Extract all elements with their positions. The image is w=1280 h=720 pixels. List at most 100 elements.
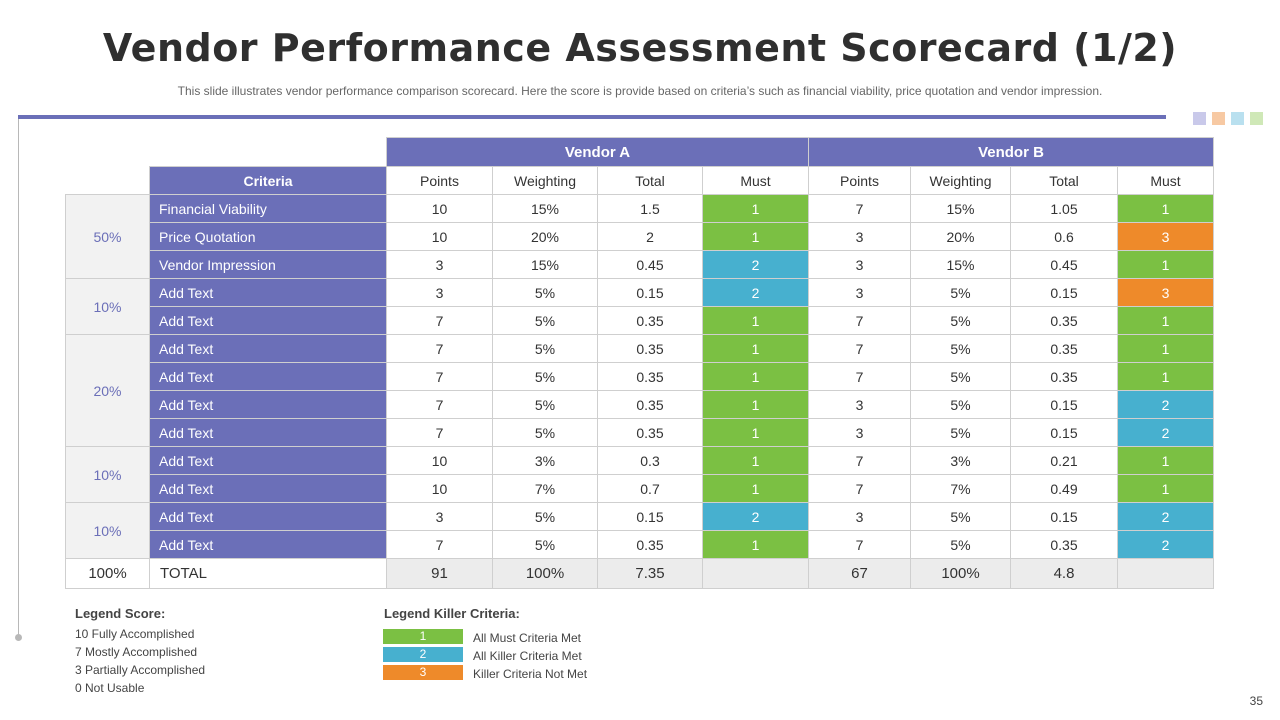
table-row: 10% Add Text 3 5% 0.15 2 3 5% 0.15 2 [65, 502, 1214, 559]
criteria-cell: Add Text [149, 502, 387, 531]
slide-subtitle: This slide illustrates vendor performanc… [177, 84, 1103, 98]
vendor-a-total-cell: 2 [597, 222, 703, 251]
vendor-a-total-cell: 0.35 [597, 362, 703, 391]
vendor-a-weighting-cell: 15% [492, 194, 598, 223]
vendor-b-total-must [1117, 558, 1214, 589]
vendor-a-must-cell: 2 [702, 250, 809, 279]
vendor-b-total-cell: 0.21 [1010, 446, 1118, 475]
vendor-b-total-cell: 0.35 [1010, 334, 1118, 363]
left-line-dot [15, 634, 22, 641]
vendor-a-must-cell: 1 [702, 446, 809, 475]
criteria-header: Criteria [149, 166, 387, 195]
table-row: Add Text 10 7% 0.7 1 7 7% 0.49 1 [66, 474, 1214, 503]
vendor-b-points-cell: 3 [808, 502, 911, 531]
vendor-a-total-total: 7.35 [597, 558, 703, 589]
vendor-b-weighting-cell: 5% [910, 502, 1011, 531]
vendor-a-total-cell: 0.45 [597, 250, 703, 279]
vendor-b-must-cell: 3 [1117, 222, 1214, 251]
vendor-a-points-cell: 10 [386, 194, 493, 223]
vendor-b-header: Vendor B [808, 137, 1214, 167]
vendor-b-points-cell: 3 [808, 222, 911, 251]
legend-score-item: 3 Partially Accomplished [75, 663, 206, 677]
table-row: Price Quotation 10 20% 2 1 3 20% 0.6 3 [66, 222, 1214, 251]
column-header-row: Criteria Points Weighting Total Must Poi… [66, 166, 1214, 195]
decor-square [1212, 112, 1225, 125]
vendor-b-total-cell: 0.15 [1010, 418, 1118, 447]
vendor-b-points-cell: 7 [808, 194, 911, 223]
vendor-a-weighting-cell: 5% [492, 306, 598, 335]
vendor-a-must-cell: 1 [702, 306, 809, 335]
weighting-header-b: Weighting [910, 166, 1011, 195]
total-header-a: Total [597, 166, 703, 195]
page-number: 35 [1249, 694, 1263, 708]
criteria-cell: Add Text [149, 446, 387, 475]
vendor-b-weighting-cell: 3% [910, 446, 1011, 475]
scorecard-table: Vendor A Vendor B Criteria Points Weight… [65, 137, 1214, 589]
table-row: 10% Add Text 10 3% 0.3 1 7 3% 0.21 1 [65, 446, 1214, 503]
legend-score-item: 0 Not Usable [75, 681, 145, 695]
table-row: 50% Financial Viability 10 15% 1.5 1 7 15% 1.05 1 [65, 194, 1214, 279]
legend-score-item: 7 Mostly Accomplished [75, 645, 198, 659]
vendor-a-points-cell: 7 [386, 418, 493, 447]
vendor-a-must-cell: 1 [702, 222, 809, 251]
vendor-b-must-cell: 2 [1117, 530, 1214, 559]
vendor-b-total-total: 4.8 [1010, 558, 1118, 589]
vendor-b-total-cell: 0.15 [1010, 502, 1118, 531]
table-row: Add Text 7 5% 0.35 1 3 5% 0.15 2 [66, 418, 1214, 447]
vendor-a-total-cell: 0.3 [597, 446, 703, 475]
legend-swatch-1: 1 [383, 629, 463, 644]
vendor-b-total-points: 67 [808, 558, 911, 589]
total-row: 100% TOTAL 91 100% 7.35 67 100% 4.8 [65, 558, 1214, 589]
vendor-b-points-cell: 3 [808, 250, 911, 279]
decor-square [1193, 112, 1206, 125]
criteria-cell: Add Text [149, 362, 387, 391]
vendor-b-points-cell: 7 [808, 474, 911, 503]
vendor-header-row: Vendor A Vendor B [66, 137, 1214, 167]
vendor-b-must-cell: 3 [1117, 278, 1214, 307]
group-weight: 20% [65, 334, 150, 447]
vendor-b-points-cell: 3 [808, 418, 911, 447]
vendor-b-weighting-cell: 15% [910, 250, 1011, 279]
total-label: TOTAL [149, 558, 387, 589]
vendor-b-weighting-cell: 5% [910, 390, 1011, 419]
table-row: 20% Add Text 7 5% 0.35 1 7 5% 0.35 1 [65, 334, 1214, 447]
vendor-a-weighting-cell: 15% [492, 250, 598, 279]
group-weight: 50% [65, 194, 150, 279]
legend-swatch-3: 3 [383, 665, 463, 680]
vendor-a-points-cell: 7 [386, 306, 493, 335]
decor-square [1250, 112, 1263, 125]
vendor-b-total-weighting: 100% [910, 558, 1011, 589]
vendor-a-total-points: 91 [386, 558, 493, 589]
vendor-b-total-cell: 0.6 [1010, 222, 1118, 251]
vendor-a-points-cell: 3 [386, 502, 493, 531]
vendor-b-weighting-cell: 5% [910, 334, 1011, 363]
criteria-cell: Add Text [149, 306, 387, 335]
vendor-a-must-cell: 1 [702, 390, 809, 419]
criteria-cell: Add Text [149, 530, 387, 559]
left-vertical-line [18, 119, 19, 637]
vendor-a-points-cell: 3 [386, 278, 493, 307]
vendor-a-points-cell: 3 [386, 250, 493, 279]
vendor-a-weighting-cell: 5% [492, 334, 598, 363]
vendor-a-must-cell: 1 [702, 334, 809, 363]
vendor-b-must-cell: 1 [1117, 362, 1214, 391]
total-weight: 100% [65, 558, 150, 589]
vendor-a-weighting-cell: 5% [492, 390, 598, 419]
legend-killer-label: Killer Criteria Not Met [473, 667, 588, 681]
vendor-a-points-cell: 10 [386, 222, 493, 251]
vendor-b-weighting-cell: 15% [910, 194, 1011, 223]
vendor-a-total-cell: 0.35 [597, 530, 703, 559]
vendor-a-total-cell: 0.15 [597, 278, 703, 307]
criteria-cell: Add Text [149, 418, 387, 447]
vendor-a-total-cell: 0.35 [597, 334, 703, 363]
criteria-cell: Add Text [149, 334, 387, 363]
vendor-b-total-cell: 1.05 [1010, 194, 1118, 223]
vendor-a-weighting-cell: 5% [492, 530, 598, 559]
legend-score-item: 10 Fully Accomplished [75, 627, 195, 641]
vendor-a-must-cell: 1 [702, 362, 809, 391]
criteria-cell: Add Text [149, 390, 387, 419]
table-row: Add Text 7 5% 0.35 1 7 5% 0.35 1 [66, 306, 1214, 335]
group-weight: 10% [65, 502, 150, 559]
legend-score-title: Legend Score: [75, 606, 166, 621]
vendor-b-total-cell: 0.15 [1010, 390, 1118, 419]
